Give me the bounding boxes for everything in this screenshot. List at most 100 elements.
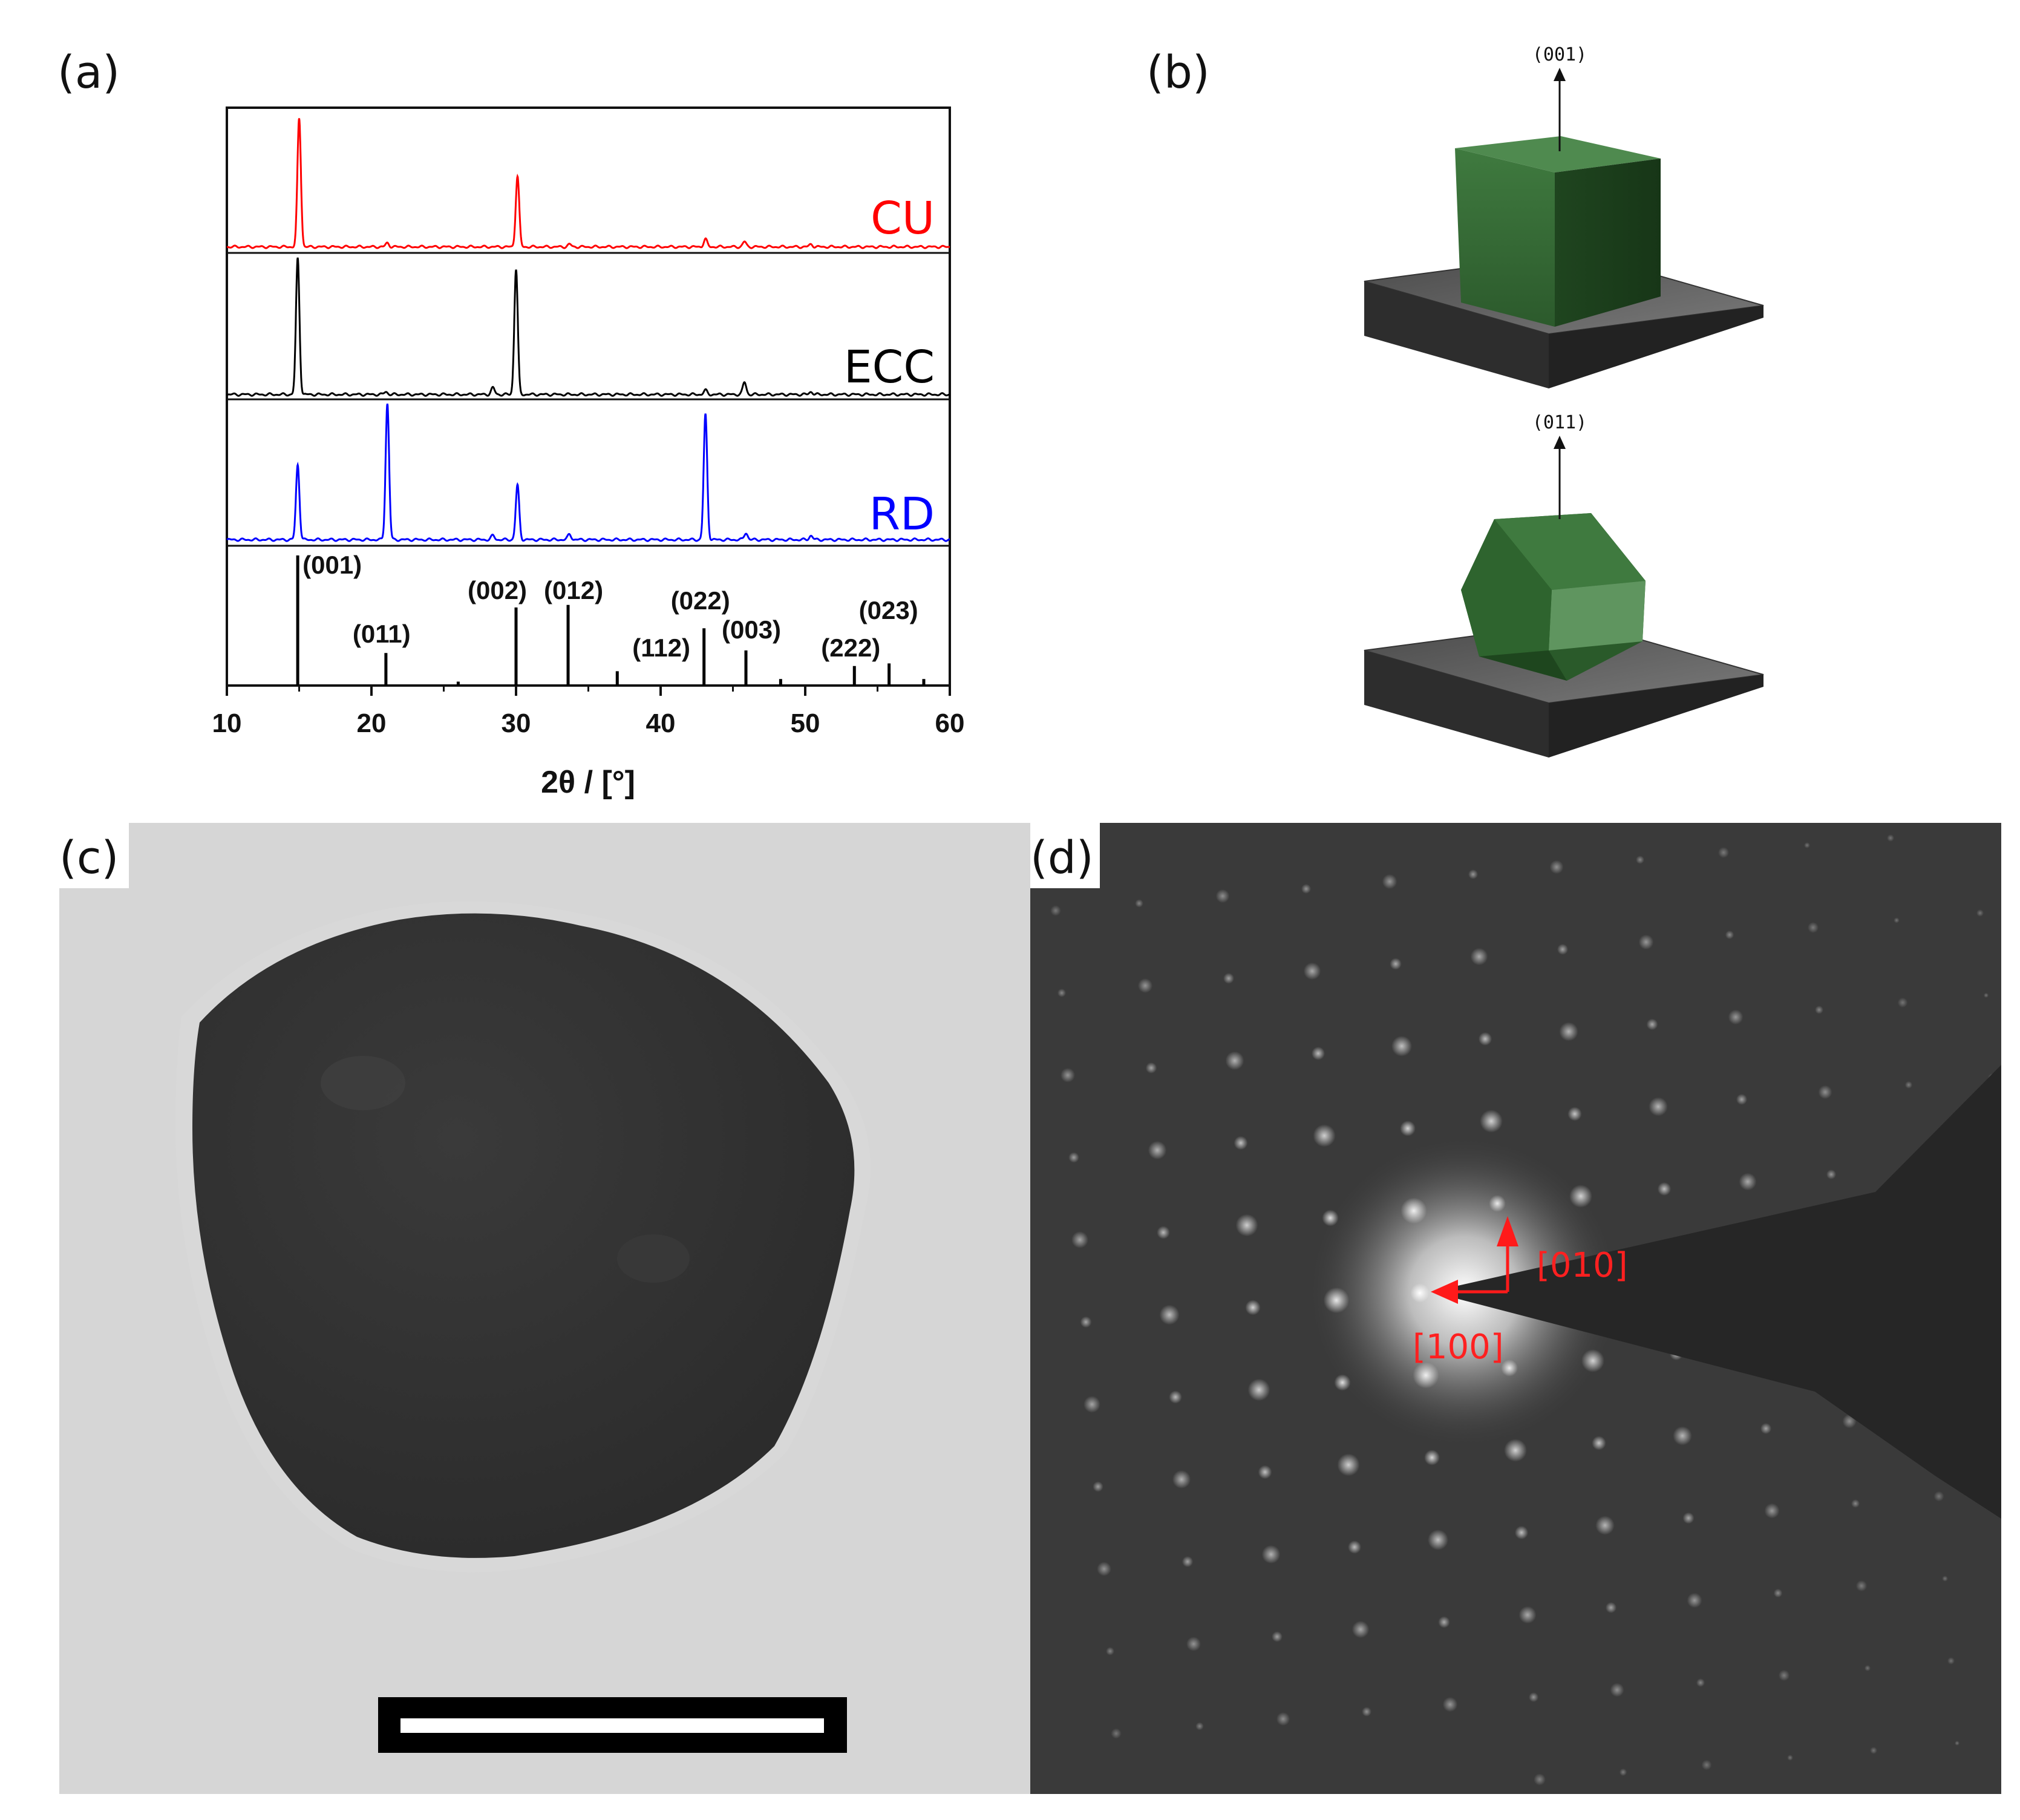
diffraction-spot [1424, 1450, 1440, 1465]
diffraction-spot [1137, 978, 1153, 993]
reference-hkl-labels: (001) (011) (002) (012) (112) (022)(003) (222)… [302, 551, 918, 662]
diffraction-spot [1169, 1390, 1182, 1404]
panel-label-c: (c) [59, 832, 119, 884]
panel-c-tem-image: (c) [59, 823, 1030, 1794]
diffraction-spot [1303, 962, 1321, 980]
particle-contrast-spot [617, 1234, 690, 1283]
panel-label-b: (b) [1146, 47, 1210, 99]
diffraction-spot [1501, 1360, 1518, 1376]
diffraction-spot [1815, 1006, 1823, 1014]
dodecahedron-on-substrate: (011) [1364, 412, 1764, 758]
diffraction-spot [1592, 1436, 1606, 1450]
diffraction-spot [1657, 1182, 1672, 1196]
diffraction-spot [1605, 1602, 1617, 1614]
x-tick-label: 20 [357, 709, 387, 738]
diffraction-spot [1480, 1110, 1503, 1133]
diffraction-spot [1245, 1300, 1261, 1315]
diffraction-spot [1559, 1022, 1578, 1041]
dodecahedron-top-face [1494, 513, 1646, 590]
hkl-label: (002) [468, 576, 527, 604]
diffraction-spot [1636, 856, 1644, 864]
diffraction-spot [1323, 1287, 1350, 1314]
diffraction-spot [1097, 1562, 1111, 1576]
diffraction-spot [1887, 834, 1894, 842]
diffraction-spot [1718, 846, 1730, 859]
diffraction-spot [1442, 1697, 1458, 1712]
diffraction-spot [1311, 1046, 1325, 1061]
diffraction-spot [1682, 1512, 1695, 1524]
diffraction-spot [1739, 1173, 1757, 1191]
zone-axis-label-100: [100] [1413, 1327, 1504, 1367]
diffraction-spot [1391, 1036, 1412, 1056]
substrate-slab-front [1364, 281, 1549, 388]
diffraction-spot [1223, 973, 1234, 984]
diffraction-spot [1468, 869, 1479, 880]
x-tick-label: 30 [502, 709, 531, 738]
diffraction-spot [1904, 1081, 1913, 1089]
diffraction-spot [1773, 1588, 1783, 1598]
diffraction-spot [1413, 1362, 1439, 1389]
diffraction-spot [1804, 842, 1810, 848]
diffraction-spot [1068, 1152, 1079, 1163]
diffraction-spot [1478, 1032, 1492, 1046]
diffraction-spot [1701, 1759, 1712, 1770]
hkl-label: (023) [859, 596, 918, 624]
diffraction-spot [1182, 1556, 1194, 1568]
hkl-label: (112) [632, 633, 690, 662]
diffraction-spot [1060, 1067, 1076, 1083]
reference-pattern [296, 555, 926, 686]
diffraction-spot [1760, 1422, 1772, 1435]
diffraction-spot [1148, 1141, 1167, 1160]
hkl-label: (001) [302, 551, 362, 579]
diffraction-spot [1186, 1637, 1201, 1651]
cube-on-substrate: (001) [1364, 44, 1764, 388]
diffraction-spot [1400, 1121, 1416, 1136]
diffraction-spot [1080, 1316, 1092, 1328]
x-tick-label: 60 [935, 709, 965, 738]
diffraction-spot [1322, 1210, 1339, 1226]
diffraction-spot [1673, 1426, 1692, 1445]
diffraction-spot [1983, 992, 1989, 998]
diffraction-spot [1942, 1576, 1948, 1582]
diffraction-spot [1955, 1741, 1960, 1746]
x-tick-label: 50 [791, 709, 820, 738]
diffraction-spot [1247, 1378, 1270, 1401]
arrow-010-head [1497, 1216, 1518, 1246]
x-tick-label: 40 [646, 709, 676, 738]
diffraction-spot [1258, 1465, 1272, 1479]
panel-a-xrd-chart: (a) CU ECC RD (001)(011)(002) (012)(112)(… [57, 47, 964, 800]
diffraction-spot [1725, 930, 1734, 940]
panel-label-d: (d) [1030, 832, 1094, 884]
diffraction-spot [1528, 1692, 1539, 1703]
diffraction-spot [1272, 1631, 1283, 1642]
diffraction-spot [1619, 1768, 1627, 1776]
diffraction-spot [1696, 1678, 1705, 1687]
diffraction-spot [1818, 1085, 1832, 1099]
orientation-arrowhead [1554, 436, 1566, 449]
diffraction-spot [1234, 1136, 1248, 1150]
beam-stopper [1431, 1065, 2001, 1519]
diffraction-spot [1870, 1747, 1877, 1754]
diffraction-spot [1390, 958, 1402, 970]
panel-b-crystal-schematics: (b) (001) (011) [1146, 44, 1764, 758]
diffraction-spot [1106, 1647, 1114, 1655]
diffraction-spot [1428, 1530, 1448, 1550]
diffraction-spot [1050, 905, 1061, 916]
diffraction-spot [1276, 1712, 1290, 1726]
substrate-slab-side [1549, 306, 1763, 388]
diffraction-spot [1093, 1481, 1103, 1492]
orientation-arrowhead [1554, 68, 1566, 81]
panel-label-box [1030, 823, 1100, 888]
diffraction-spot [1864, 1665, 1871, 1672]
diffraction-spot [1778, 1669, 1790, 1681]
panel-label-a: (a) [57, 47, 120, 99]
diffraction-spot [1225, 1051, 1244, 1070]
diffraction-spot [1764, 1503, 1780, 1519]
diffraction-spot [1787, 1755, 1793, 1761]
diffraction-spot [1159, 1304, 1180, 1325]
diffraction-spot [1687, 1592, 1702, 1608]
diffraction-spot [1362, 1707, 1371, 1717]
zone-axis-label-010: [010] [1537, 1246, 1628, 1285]
diffraction-spots [1050, 834, 1996, 1786]
